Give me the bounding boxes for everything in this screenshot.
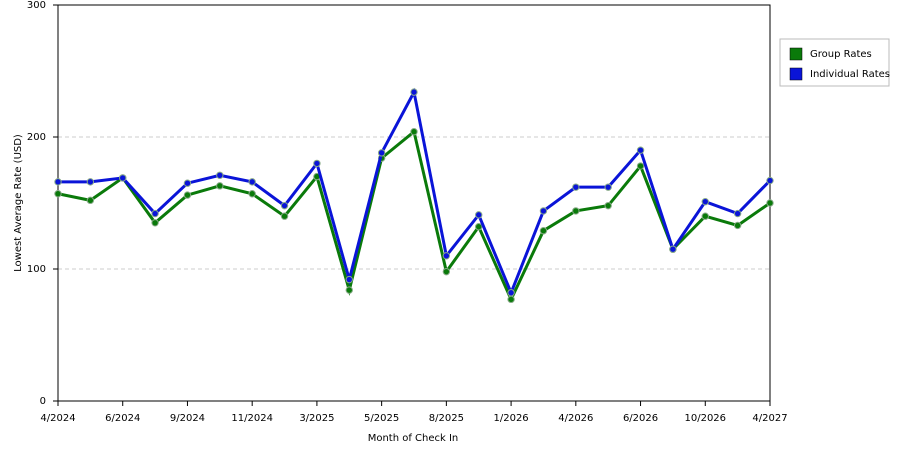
point	[636, 146, 645, 154]
point	[475, 211, 483, 219]
point	[248, 190, 256, 198]
legend-swatch	[789, 47, 803, 61]
x-tick-label: 11/2024	[231, 413, 273, 424]
point	[248, 178, 256, 186]
point	[345, 286, 353, 294]
point	[475, 223, 483, 231]
x-tick-label: 1/2026	[493, 413, 528, 424]
point	[151, 209, 159, 218]
point	[507, 289, 515, 297]
point	[669, 245, 677, 253]
point	[507, 295, 515, 304]
y-tick-label: 100	[27, 264, 46, 275]
legend-swatch	[789, 67, 803, 81]
x-tick-label: 6/2026	[623, 413, 658, 424]
y-tick-label: 200	[27, 132, 46, 143]
point	[701, 212, 709, 220]
x-tick-label: 10/2026	[684, 413, 726, 424]
y-axis-label: Lowest Average Rate (USD)	[13, 134, 24, 272]
point	[442, 267, 451, 276]
point	[604, 183, 612, 191]
point	[183, 191, 192, 199]
x-tick-label: 4/2024	[40, 413, 75, 424]
x-tick-label: 6/2024	[105, 413, 140, 424]
point	[636, 162, 645, 170]
y-tick-label: 300	[27, 0, 46, 11]
point	[733, 221, 742, 230]
point	[539, 207, 548, 215]
point	[766, 176, 774, 185]
point	[86, 196, 95, 205]
x-tick-label: 9/2024	[170, 413, 205, 424]
point	[572, 183, 580, 191]
point	[766, 199, 774, 207]
point	[280, 201, 289, 210]
x-tick-label: 4/2026	[558, 413, 593, 424]
point	[345, 275, 353, 284]
point	[280, 212, 289, 220]
x-tick-label: 3/2025	[299, 413, 334, 424]
point	[604, 201, 612, 210]
point	[701, 197, 709, 206]
point	[183, 179, 192, 187]
legend-label: Group Rates	[810, 49, 872, 60]
point	[572, 207, 580, 215]
point	[313, 159, 321, 168]
x-tick-label: 5/2025	[364, 413, 399, 424]
point	[442, 252, 451, 260]
legend-label: Individual Rates	[810, 69, 890, 80]
point	[86, 178, 95, 186]
point	[410, 128, 418, 136]
point	[216, 182, 224, 190]
x-tick-label: 8/2025	[429, 413, 464, 424]
point	[410, 88, 418, 96]
x-axis-label: Month of Check In	[368, 433, 459, 444]
point	[733, 209, 742, 218]
point	[539, 227, 548, 235]
point	[54, 190, 62, 198]
y-tick-label: 0	[40, 396, 46, 407]
point	[119, 174, 127, 182]
point	[216, 171, 224, 179]
series-line	[58, 87, 772, 297]
x-tick-label: 4/2027	[752, 413, 787, 424]
point	[54, 178, 62, 186]
point	[151, 219, 159, 227]
point	[377, 149, 386, 157]
